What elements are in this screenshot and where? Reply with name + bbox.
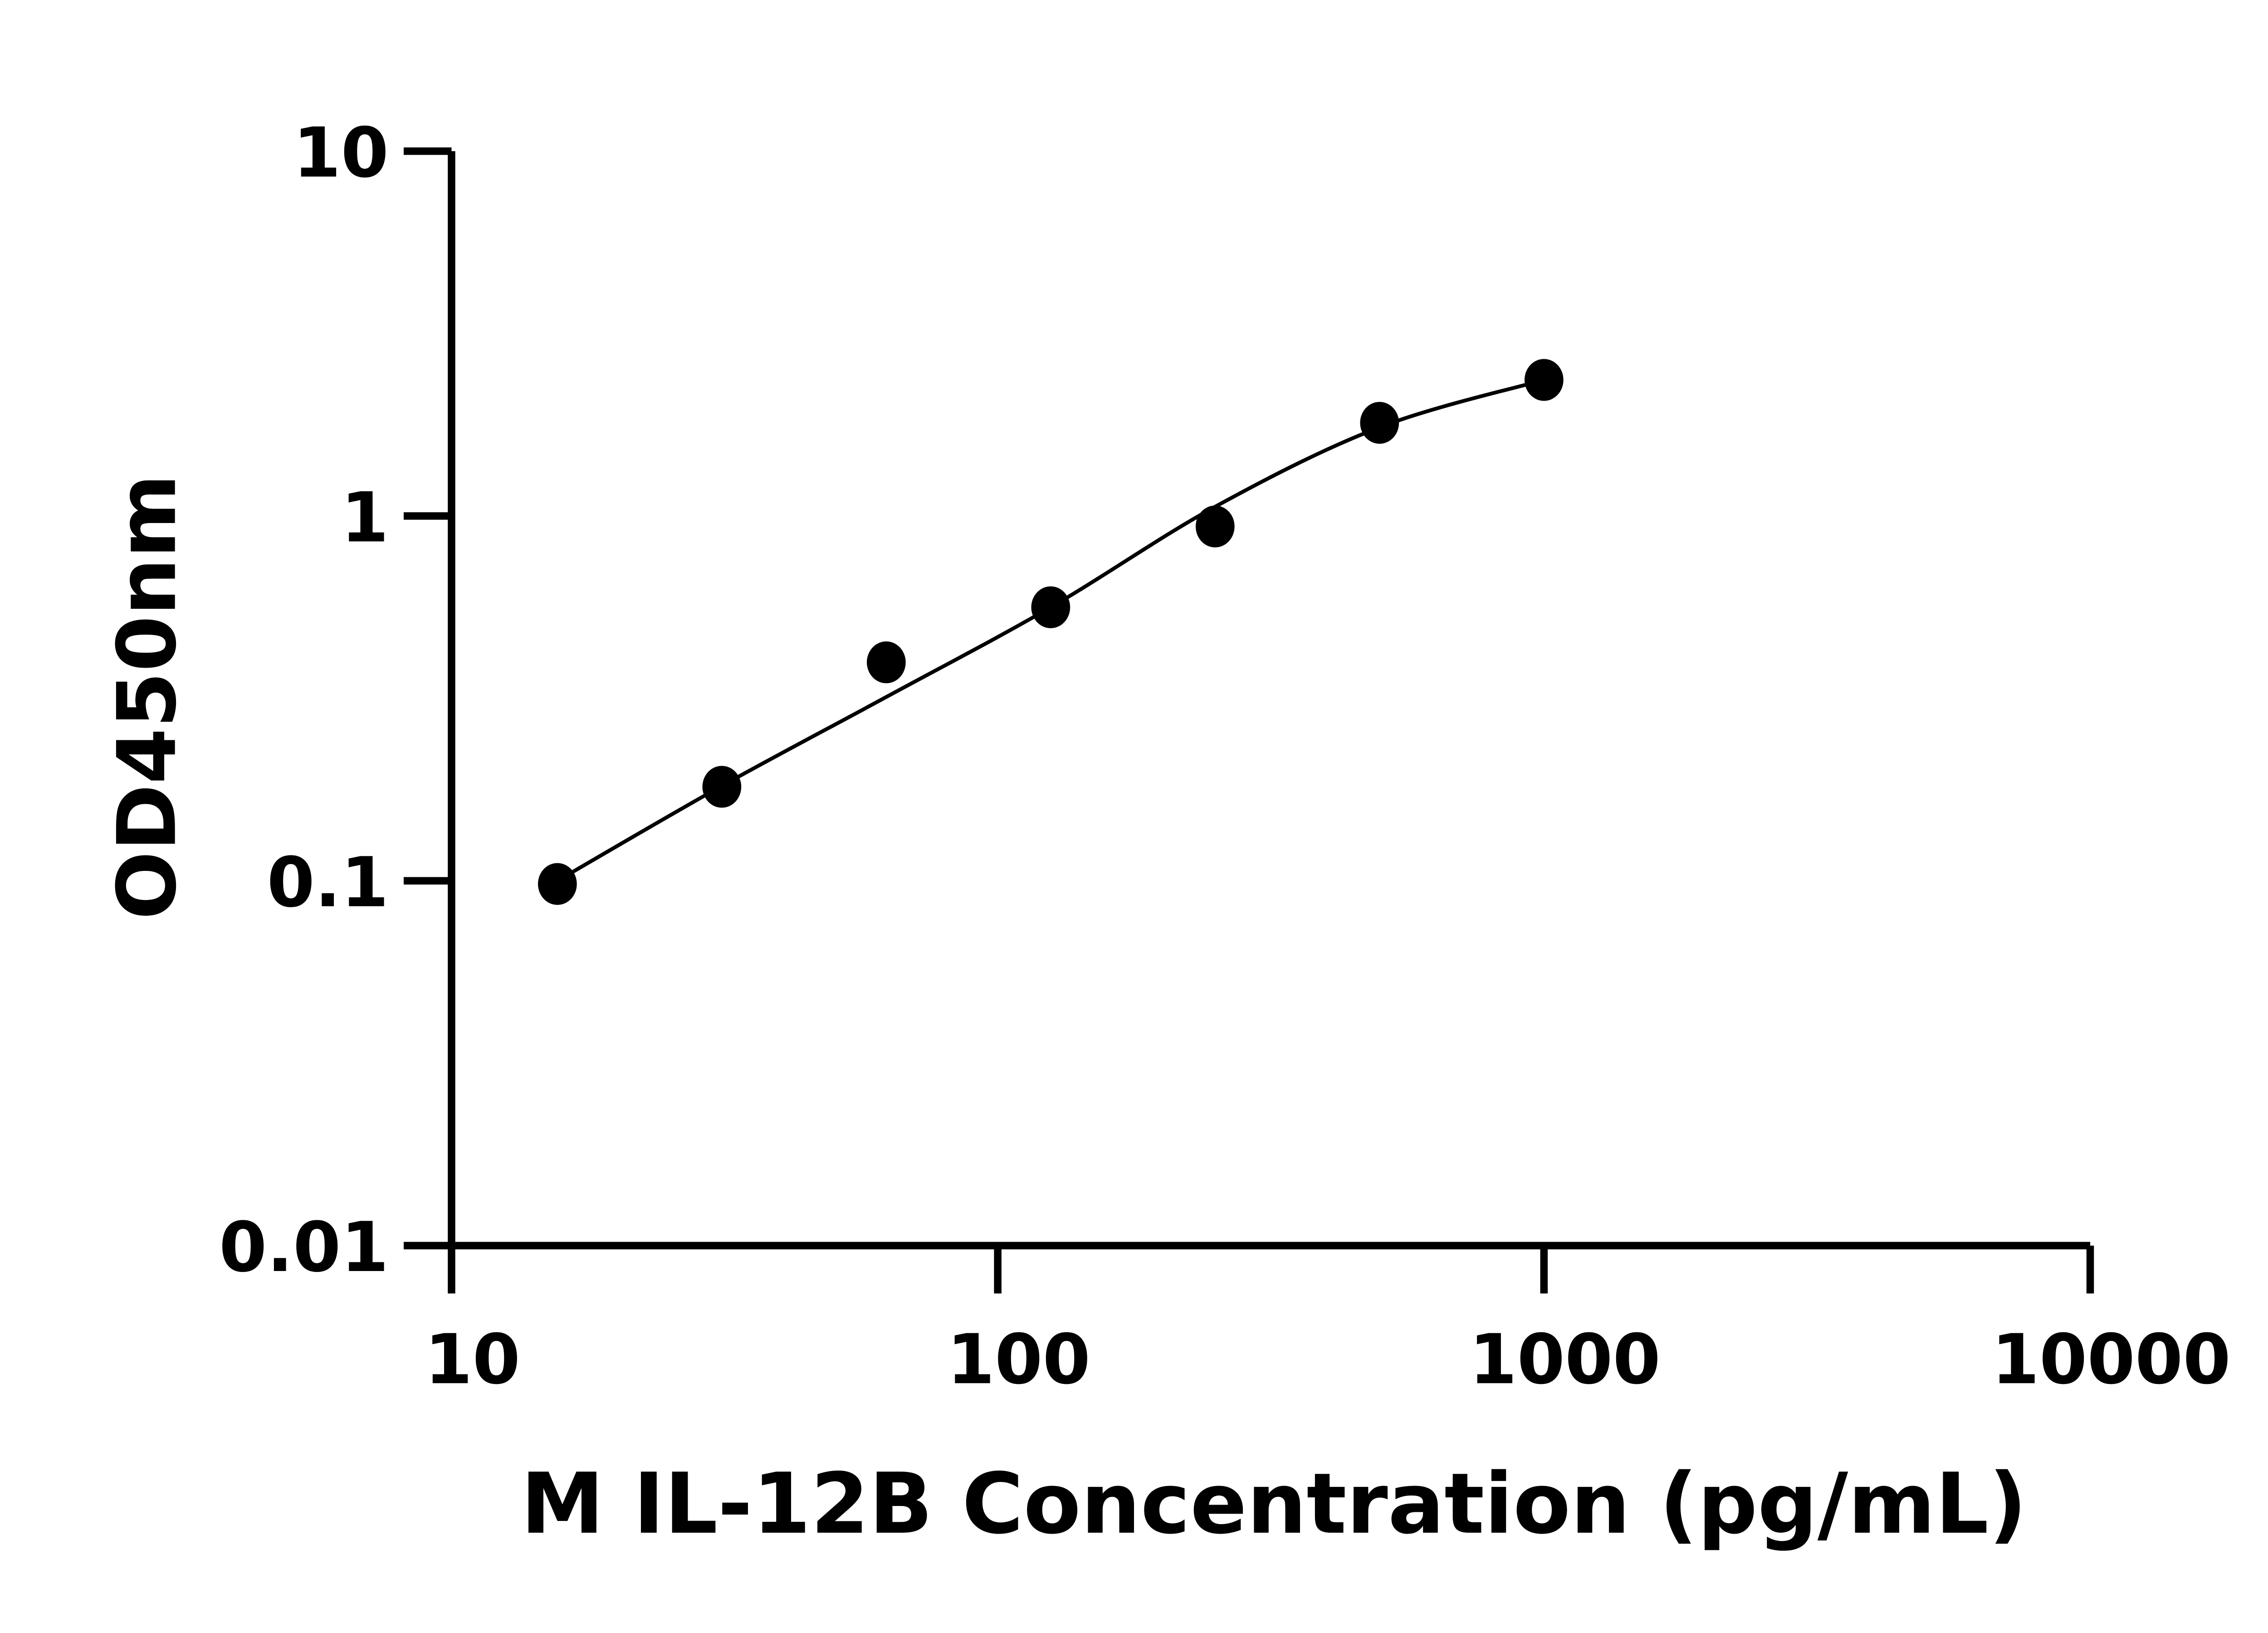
y-tick-label: 0.1 [267,842,389,923]
data-point [702,766,742,808]
data-point [1360,402,1399,444]
data-point [538,863,577,905]
data-point [1195,505,1235,548]
tick-labels: 10 100 1000 10000 0.01 0.1 1 10 [219,112,2231,1399]
axes [403,147,2094,1294]
y-tick-label: 10 [293,112,389,193]
x-tick-label: 10 [425,1319,520,1399]
data-point [1031,586,1070,628]
y-tick-label: 1 [341,478,389,558]
data-point [866,641,906,684]
fit-curve [556,378,1545,883]
x-tick-label: 1000 [1469,1319,1661,1399]
data-point [1524,359,1564,401]
y-axis-label: OD450nm [100,474,194,920]
x-axis-label: M IL-12B Concentration (pg/mL) [521,1455,2027,1553]
x-tick-label: 100 [947,1319,1090,1399]
x-tick-label: 10000 [1991,1319,2230,1399]
data-points [538,359,1564,905]
y-tick-label: 0.01 [219,1207,389,1287]
